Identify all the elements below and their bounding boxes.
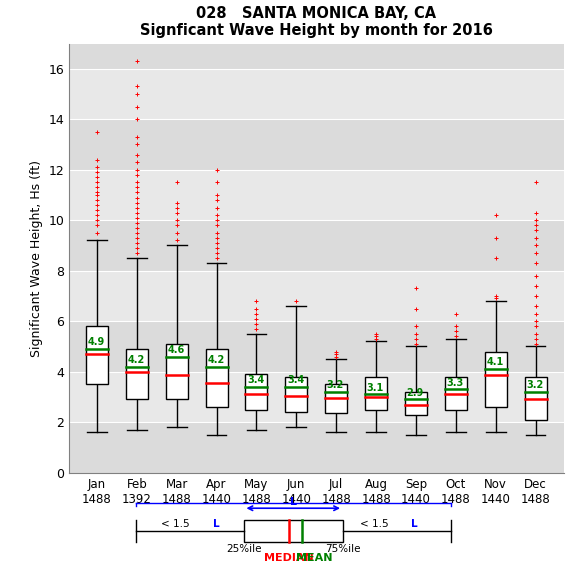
- Bar: [445, 377, 467, 409]
- Text: 2.9: 2.9: [407, 387, 424, 398]
- Text: 4.6: 4.6: [167, 345, 185, 355]
- Text: MEDIAN: MEDIAN: [264, 553, 314, 563]
- Bar: [69, 119, 564, 170]
- Bar: [405, 392, 427, 415]
- Bar: [325, 385, 347, 414]
- Bar: [166, 344, 187, 400]
- Text: 3.3: 3.3: [446, 378, 463, 387]
- Bar: [206, 349, 228, 407]
- Bar: [86, 327, 108, 385]
- Text: < 1.5: < 1.5: [360, 519, 392, 529]
- Text: 4.1: 4.1: [486, 357, 504, 367]
- Text: 3.4: 3.4: [247, 375, 264, 385]
- Text: 3.2: 3.2: [526, 380, 543, 390]
- Bar: [365, 377, 387, 409]
- Text: MEAN: MEAN: [296, 553, 332, 563]
- Bar: [246, 374, 267, 409]
- Title: 028   SANTA MONICA BAY, CA
Signficant Wave Height by month for 2016: 028 SANTA MONICA BAY, CA Signficant Wave…: [140, 6, 493, 38]
- Text: 4.9: 4.9: [87, 337, 105, 347]
- Text: < 1.5: < 1.5: [162, 519, 193, 529]
- Text: 3.2: 3.2: [327, 380, 344, 390]
- Text: 3.4: 3.4: [287, 375, 304, 385]
- Bar: [285, 377, 307, 412]
- Bar: [244, 520, 343, 542]
- Text: 25%ile: 25%ile: [226, 543, 261, 553]
- Text: L: L: [290, 498, 297, 508]
- Bar: [126, 349, 148, 400]
- Bar: [69, 422, 564, 473]
- Bar: [524, 377, 547, 420]
- Bar: [485, 351, 507, 407]
- Text: 75%ile: 75%ile: [325, 543, 361, 553]
- Text: L: L: [213, 519, 219, 529]
- Text: 4.2: 4.2: [128, 355, 145, 365]
- Bar: [69, 220, 564, 271]
- Text: L: L: [411, 519, 418, 529]
- Text: 4.2: 4.2: [207, 355, 224, 365]
- Bar: [69, 44, 564, 69]
- Y-axis label: Significant Wave Height, Hs (ft): Significant Wave Height, Hs (ft): [30, 160, 43, 357]
- Text: 3.1: 3.1: [367, 383, 384, 393]
- Bar: [69, 321, 564, 372]
